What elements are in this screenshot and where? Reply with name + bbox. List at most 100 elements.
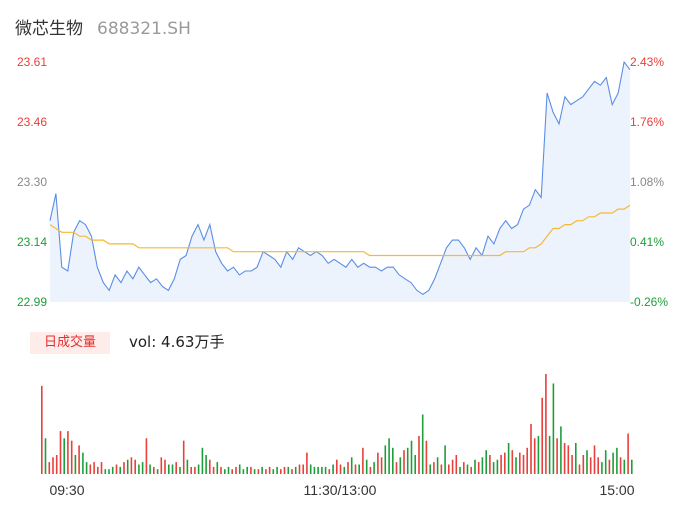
volume-bar <box>395 462 398 474</box>
volume-bar <box>201 447 204 474</box>
volume-bar <box>548 435 551 474</box>
volume-bar <box>380 457 383 474</box>
volume-bar <box>321 466 323 474</box>
volume-bar <box>485 450 487 474</box>
price-line-series <box>49 60 631 295</box>
volume-bar <box>220 466 222 474</box>
percent-axis: 2.43% 1.76% 1.08% 0.41% -0.26% <box>630 55 668 309</box>
percent-tick-label: 2.43% <box>630 55 664 69</box>
volume-bar <box>294 466 297 474</box>
volume-bar <box>350 457 353 474</box>
volume-bar <box>369 466 372 474</box>
volume-bar <box>567 445 570 474</box>
volume-bar <box>78 445 80 474</box>
volume-bar <box>511 450 514 474</box>
volume-bar <box>164 459 166 474</box>
volume-bars <box>41 374 633 474</box>
volume-bar <box>421 414 424 474</box>
volume-bar <box>399 457 402 474</box>
volume-bar <box>336 459 338 474</box>
volume-bar <box>436 457 439 474</box>
volume-bar <box>138 464 140 474</box>
stock-header: 微芯生物 688321.SH <box>15 14 191 39</box>
volume-bar <box>496 459 499 474</box>
volume-bar <box>48 462 51 474</box>
volume-bar <box>242 469 245 474</box>
volume-bar <box>261 466 263 474</box>
volume-bar <box>604 450 607 474</box>
volume-bar <box>231 469 233 474</box>
volume-bar <box>63 438 65 474</box>
volume-bar <box>410 440 413 474</box>
volume-bar <box>85 462 88 474</box>
volume-bar <box>619 457 622 474</box>
volume-bar <box>41 385 43 474</box>
volume-bar <box>571 455 573 474</box>
volume-bar <box>205 455 207 474</box>
percent-tick-label: -0.26% <box>630 295 668 309</box>
volume-bar <box>608 459 611 474</box>
avg-line-series <box>49 204 631 257</box>
volume-bar <box>272 469 275 474</box>
volume-bar <box>224 469 226 474</box>
time-axis: 09:30 11:30/13:00 15:00 <box>49 482 634 498</box>
stock-code: 688321.SH <box>97 19 191 39</box>
volume-bar <box>306 452 308 474</box>
volume-bar <box>537 435 540 474</box>
volume-bar <box>616 447 618 474</box>
volume-bar <box>597 457 599 474</box>
volume-bar <box>414 455 416 474</box>
volume-bar <box>365 459 368 474</box>
volume-bar <box>298 464 301 474</box>
avg-line <box>49 204 631 257</box>
volume-bar <box>631 459 633 474</box>
price-tick-label: 23.61 <box>17 55 47 69</box>
volume-bar <box>108 469 110 474</box>
volume-bar <box>119 466 121 474</box>
volume-bar <box>433 462 435 474</box>
volume-bar <box>111 466 114 474</box>
volume-bar <box>197 464 200 474</box>
volume-bar <box>354 464 357 474</box>
volume-bar <box>582 455 585 474</box>
volume-bar <box>358 464 360 474</box>
volume-bar <box>343 466 346 474</box>
volume-bar <box>612 452 614 474</box>
volume-bar <box>403 450 405 474</box>
percent-tick-label: 1.76% <box>630 115 664 129</box>
price-tick-label: 23.46 <box>17 115 47 129</box>
volume-bar <box>291 469 293 474</box>
time-tick-label: 09:30 <box>49 482 84 498</box>
volume-bar <box>560 426 562 474</box>
volume-bar <box>470 466 472 474</box>
volume-bar <box>175 462 177 474</box>
volume-bar <box>429 464 431 474</box>
volume-bar <box>448 464 450 474</box>
volume-bar <box>209 459 211 474</box>
volume-bar <box>526 447 528 474</box>
volume-bar <box>67 431 69 474</box>
volume-bar <box>171 464 174 474</box>
volume-bar <box>377 452 379 474</box>
time-tick-label: 11:30/13:00 <box>304 482 377 498</box>
volume-bar <box>418 435 420 474</box>
volume-bar <box>115 464 118 474</box>
volume-bar <box>59 431 62 474</box>
volume-bar <box>586 450 588 474</box>
volume-bar <box>515 457 517 474</box>
volume-bar <box>474 459 476 474</box>
volume-bar <box>313 466 316 474</box>
volume-bar <box>373 462 375 474</box>
volume-bar <box>481 457 484 474</box>
percent-tick-label: 1.08% <box>630 175 664 189</box>
volume-bar <box>563 443 566 474</box>
volume-bar <box>593 445 596 474</box>
volume-bar <box>507 443 510 474</box>
price-line <box>49 60 631 295</box>
stock-name: 微芯生物 <box>15 19 83 39</box>
volume-bar <box>530 424 532 474</box>
volume-bar <box>100 462 103 474</box>
volume-bar <box>451 459 454 474</box>
price-axis: 23.61 23.46 23.30 23.14 22.99 <box>17 55 47 309</box>
volume-bar <box>179 466 181 474</box>
